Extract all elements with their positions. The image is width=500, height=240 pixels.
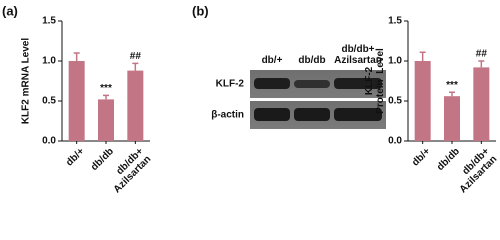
lane-label: db/db+ Azilsartan — [334, 44, 382, 66]
significance-label: *** — [100, 83, 112, 94]
band — [254, 78, 290, 89]
y-tick-label: 0.0 — [388, 136, 402, 147]
lane-label: db/db — [298, 55, 326, 66]
error-bar — [419, 51, 426, 61]
band — [294, 80, 330, 88]
band — [294, 108, 330, 121]
blot-row-label: KLF-2 — [216, 79, 245, 90]
y-tick-label: 1.5 — [42, 16, 56, 27]
band — [254, 108, 290, 121]
error-bar — [449, 91, 455, 97]
y-tick-label: 1.0 — [388, 56, 402, 67]
blot-row-label: β-actin — [211, 110, 244, 121]
y-tick-label: 1.5 — [388, 16, 402, 27]
bar — [473, 67, 490, 141]
y-tick-label: 0.0 — [42, 136, 56, 147]
significance-label: *** — [446, 80, 458, 91]
significance-label: ## — [476, 49, 488, 60]
y-tick-label: 0.5 — [388, 96, 402, 107]
y-axis-label: KLF2 mRNA Level — [20, 37, 32, 125]
band — [334, 78, 382, 89]
y-axis-label: KLF-2 Protein Level — [364, 48, 386, 114]
bar — [68, 61, 85, 141]
y-tick-label: 0.5 — [42, 96, 56, 107]
y-tick-label: 1.0 — [42, 56, 56, 67]
panel-label: (b) — [192, 3, 209, 18]
error-bar — [103, 94, 109, 100]
error-bar — [73, 52, 80, 61]
bar — [98, 99, 114, 141]
figure: (a) (b) KLF-2 β-actin 0.0 0.5 1.0 1.5 *** ## 0… — [2, 3, 499, 195]
lane-label: db/+ — [261, 55, 283, 66]
error-bar — [478, 60, 485, 68]
bar — [127, 70, 144, 141]
chart: (a) (b) KLF-2 β-actin 0.0 0.5 1.0 1.5 *** ## 0… — [2, 3, 496, 147]
bar — [414, 61, 431, 141]
band — [334, 108, 382, 121]
bar — [444, 96, 460, 141]
significance-label: ## — [130, 51, 142, 62]
error-bar — [132, 62, 139, 71]
panel-label: (a) — [2, 3, 18, 18]
